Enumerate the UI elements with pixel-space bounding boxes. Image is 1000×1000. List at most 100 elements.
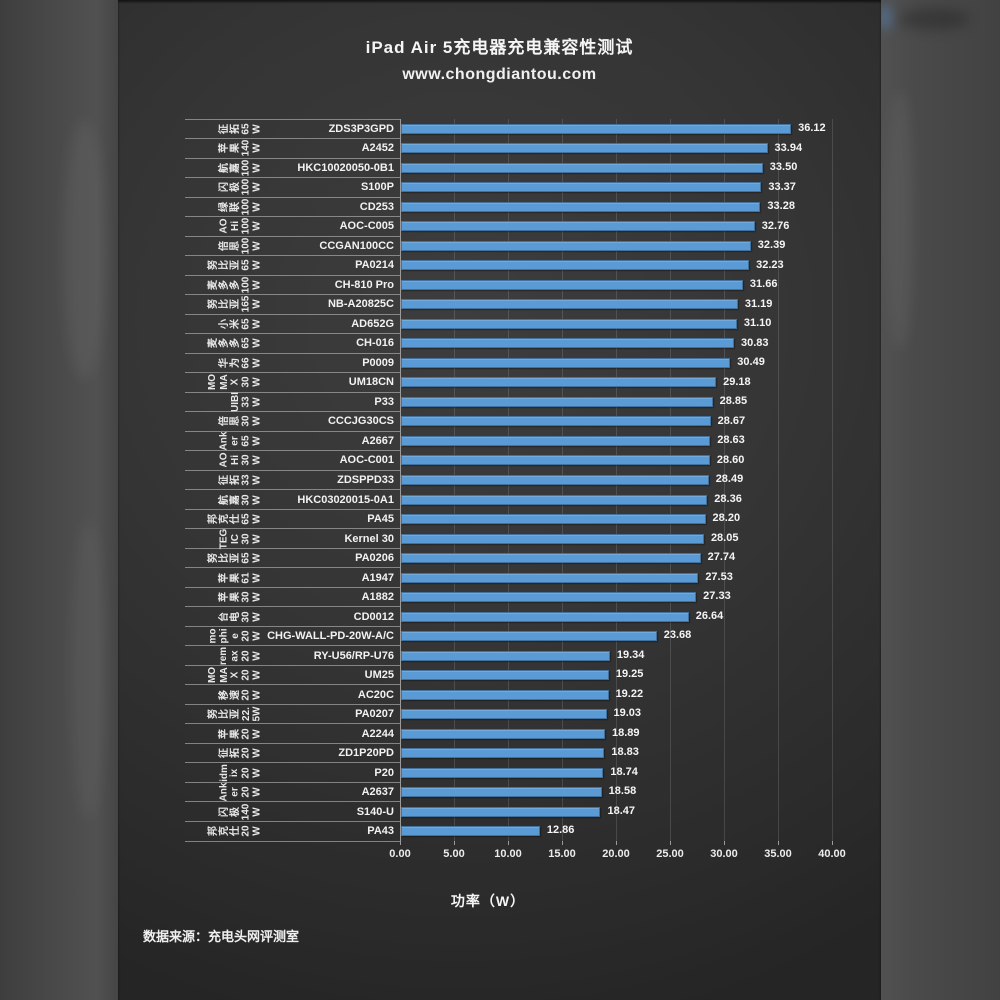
model-label: S140-U — [356, 805, 394, 818]
row-separator — [185, 547, 400, 549]
rotated-label-segment: e — [229, 633, 241, 639]
row-separator — [185, 469, 400, 471]
rotated-label-segment: Hi — [229, 221, 241, 232]
rotated-label-segment: 20 — [240, 767, 252, 779]
rotated-label-segment: W — [251, 572, 263, 583]
row-separator — [185, 177, 400, 179]
value-label: 18.58 — [608, 785, 637, 798]
model-label: UM25 — [364, 669, 394, 682]
model-label: AOC-C005 — [339, 220, 394, 233]
row-separator — [185, 235, 400, 237]
rotated-label-segment: 65 — [240, 513, 252, 525]
rotated-label-segment: 绿 — [218, 201, 230, 212]
row-separator — [185, 528, 400, 530]
bar — [401, 435, 711, 446]
value-label: 28.20 — [712, 512, 741, 525]
rotated-label-segment: MO — [207, 374, 219, 391]
rotated-label-segment: 闪 — [218, 182, 230, 193]
value-label: 32.76 — [761, 219, 790, 232]
category-row: 努比亚 65 W PA0206 — [185, 548, 400, 568]
brand-label: AO Hi 30 W — [185, 451, 263, 471]
bar-row: 28.05 — [400, 529, 832, 549]
rotated-label-segment: 小 — [218, 318, 230, 329]
bar — [401, 318, 737, 329]
row-separator — [185, 372, 400, 374]
category-row: 征拓 20 W ZD1P20PD — [185, 743, 400, 763]
rotated-label-segment: 倍 — [218, 240, 230, 251]
model-label: ZDS3P3GPD — [328, 122, 394, 135]
rotated-label-segment: 果 — [229, 728, 241, 739]
brand-label: 苹果 20 W — [185, 724, 263, 744]
value-label: 27.33 — [703, 590, 731, 603]
rotated-label-segment: W — [251, 416, 263, 427]
category-row: 苹果 30 W A1882 — [185, 587, 400, 607]
rotated-label-segment: 征 — [218, 748, 230, 759]
brand-label: 苹果 61 W — [185, 568, 263, 588]
rotated-label-segment: 嘉 — [229, 162, 241, 173]
tick-mark — [400, 841, 401, 845]
value-label: 23.68 — [663, 629, 692, 642]
row-separator — [185, 333, 400, 335]
value-label: 18.47 — [607, 804, 635, 817]
rotated-label-segment: W — [251, 689, 263, 700]
rotated-label-segment: W — [251, 397, 263, 407]
value-label: 19.03 — [613, 707, 642, 720]
rotated-label-segment: W — [251, 319, 263, 329]
bar — [401, 162, 763, 173]
bar — [401, 221, 755, 232]
rotated-label-segment: 30 — [240, 493, 252, 506]
rotated-label-segment: 比 — [218, 299, 230, 310]
brand-label: 苹果 140 W — [185, 139, 263, 159]
bar-row: 26.64 — [400, 607, 832, 627]
brand-label: 征拓 33 W — [185, 470, 263, 490]
value-label: 28.36 — [714, 492, 742, 505]
rotated-label-segment: W — [251, 124, 263, 134]
bar-row: 18.74 — [400, 763, 832, 783]
bar-row: 30.83 — [400, 334, 832, 354]
rotated-label-segment: MO — [207, 667, 219, 684]
x-tick-label: 10.00 — [494, 848, 522, 860]
rotated-label-segment: 140 — [240, 139, 252, 157]
rotated-label-segment: 20 — [240, 630, 252, 642]
category-row: 小米 65 W AD652G — [185, 314, 400, 334]
rotated-label-segment: W — [251, 182, 263, 193]
value-label: 19.34 — [616, 648, 645, 661]
bar — [401, 494, 708, 505]
bar-row: 30.49 — [400, 353, 832, 373]
value-label: 19.25 — [615, 668, 644, 681]
tick-mark — [724, 841, 725, 845]
bar-row: 18.89 — [400, 724, 832, 744]
rotated-label-segment: 仕 — [229, 514, 241, 525]
rotated-label-segment: 20 — [240, 689, 252, 701]
rotated-label-segment: 拓 — [229, 474, 241, 485]
rotated-label-segment: W — [251, 611, 263, 622]
brand-label: 航嘉 30 W — [185, 490, 263, 510]
rotated-label-segment: 拓 — [229, 123, 241, 134]
bar — [401, 689, 609, 700]
category-row: 台电 30 W CD0012 — [185, 607, 400, 627]
brand-label: 麦多多 65 W — [185, 334, 263, 354]
bar-row: 12.86 — [400, 821, 832, 841]
rotated-label-segment: 多 — [218, 338, 230, 349]
value-label: 26.64 — [695, 609, 724, 622]
rotated-label-segment: 嘉 — [229, 494, 241, 505]
bar — [401, 357, 731, 368]
rotated-label-segment: W — [251, 494, 263, 505]
bar-row: 32.23 — [400, 256, 832, 276]
rotated-label-segment: 多 — [229, 338, 241, 349]
bar-row: 28.49 — [400, 470, 832, 490]
brand-label: AO Hi 100 W — [185, 217, 263, 237]
rotated-label-segment: 165 — [240, 296, 252, 313]
category-row: rem ax 20 W RY-U56/RP-U76 — [185, 646, 400, 666]
row-separator — [185, 567, 400, 569]
rotated-label-segment: 征 — [218, 474, 230, 485]
rotated-label-segment: 亚 — [229, 553, 241, 564]
row-separator — [185, 625, 400, 627]
brand-label: 小米 65 W — [185, 314, 263, 334]
brand-label: MO MA X 30 W — [185, 373, 263, 393]
rotated-label-segment: 20 — [240, 669, 252, 681]
value-label: 12.86 — [546, 824, 575, 837]
rotated-label-segment: W — [251, 670, 263, 680]
bar — [401, 260, 750, 271]
row-separator — [185, 196, 400, 198]
